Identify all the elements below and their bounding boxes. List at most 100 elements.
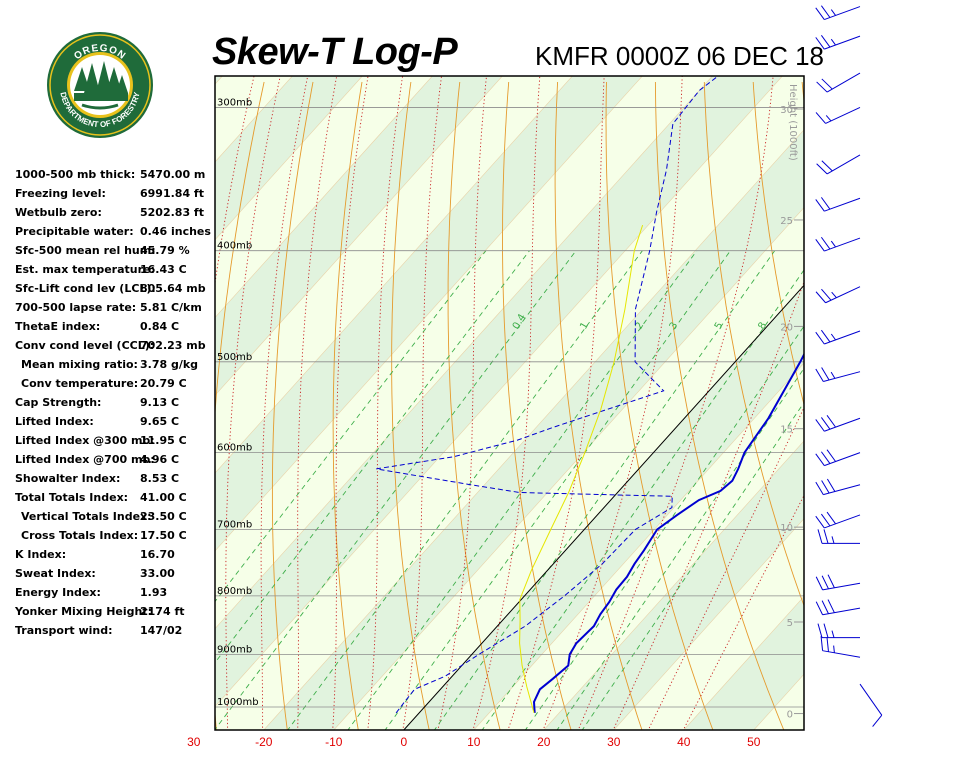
- index-value: 20.79 C: [140, 377, 187, 390]
- index-value: 3.78 g/kg: [140, 358, 199, 371]
- index-label: K Index:: [15, 548, 67, 561]
- index-value: 16.43 C: [140, 263, 187, 276]
- dry-adiabat: [502, 81, 572, 730]
- wind-barb-staff: [825, 286, 861, 304]
- wind-barb-half-feather: [833, 645, 835, 653]
- pressure-label: 400mb: [217, 241, 252, 252]
- wind-barb-half-feather: [831, 630, 835, 638]
- index-label: Precipitable water:: [15, 225, 134, 238]
- wind-barb-staff: [823, 371, 861, 382]
- wind-barb-staff: [824, 237, 861, 252]
- dry-adiabat: [801, 81, 804, 106]
- index-label: Yonker Mixing Height:: [15, 605, 152, 618]
- index-label: Est. max temperature:: [15, 263, 155, 276]
- index-label: Conv cond level (CCL):: [15, 339, 155, 352]
- index-value: 17.50 C: [140, 529, 187, 542]
- dry-adiabat: [703, 81, 804, 607]
- index-value: 9.13 C: [140, 396, 180, 409]
- freezing-isotherm: [403, 284, 804, 730]
- wind-barb-feather: [821, 288, 832, 301]
- index-value: 5470.00 m: [140, 168, 206, 181]
- temperature-tick-label: 0: [400, 735, 407, 749]
- wind-barb-feather: [826, 511, 836, 525]
- index-label: 700-500 lapse rate:: [15, 301, 137, 314]
- wind-barb-feather: [815, 419, 825, 432]
- isotherm-line: [683, 595, 804, 730]
- wind-barb-feather: [815, 331, 825, 345]
- isotherm-line: [0, 76, 12, 730]
- dry-adiabat: [215, 81, 216, 85]
- index-label: ThetaE index:: [15, 320, 101, 333]
- wind-barb-feather: [821, 480, 830, 494]
- mixing-ratio-label: 1: [578, 320, 591, 331]
- index-value: 45.79 %: [140, 244, 190, 257]
- wind-barb-half-feather: [830, 9, 836, 16]
- index-label: Sweat Index:: [15, 567, 96, 580]
- wind-barb-staff: [824, 330, 861, 345]
- wind-barb-feather: [815, 515, 825, 529]
- index-value: 33.00: [140, 567, 175, 580]
- wind-barb-feather: [815, 576, 824, 591]
- isotherm-line: [473, 362, 804, 730]
- isotherm-line: [263, 129, 804, 730]
- wind-barb-feather: [815, 453, 825, 466]
- mixing-ratio-line: [215, 250, 530, 664]
- wind-barb-feather: [815, 291, 826, 304]
- mixing-ratio-label: 3: [668, 320, 681, 331]
- wind-barb-half-feather: [830, 333, 836, 341]
- index-value: 147/02: [140, 624, 183, 637]
- wind-barb-feather: [820, 236, 831, 250]
- parcel-profile: [519, 224, 644, 714]
- dry-adiabat: [605, 81, 714, 730]
- isotherm-line: [215, 76, 363, 241]
- isotherm-line: [215, 76, 223, 85]
- wind-barb-half-feather: [831, 536, 835, 544]
- wind-barb-feather: [815, 37, 825, 50]
- moist-adiabat: [297, 76, 338, 730]
- wind-barb-feather: [821, 367, 830, 381]
- wind-barb-feather: [815, 238, 825, 252]
- height-tick-label: 25: [780, 216, 793, 227]
- dry-adiabat: [447, 81, 501, 730]
- index-label: 1000-500 mb thick:: [15, 168, 136, 181]
- wind-barb-staff: [822, 650, 861, 658]
- wind-barb-feather: [821, 78, 833, 90]
- wind-barb-staff: [826, 72, 861, 93]
- index-label: Conv temperature:: [21, 377, 139, 390]
- wind-barb-staff: [826, 154, 861, 175]
- index-label: Wetbulb zero:: [15, 206, 102, 219]
- wind-barb-staff: [823, 484, 861, 496]
- wind-barb-half-feather: [830, 371, 836, 379]
- isotherm-band: [215, 76, 223, 85]
- isotherm-line: [0, 76, 82, 730]
- wind-barb-half-feather: [830, 240, 836, 248]
- mixing-ratio-line: [581, 401, 804, 730]
- pressure-label: 600mb: [217, 443, 252, 454]
- dry-adiabat: [554, 81, 643, 730]
- wind-barb-staff: [824, 452, 861, 467]
- wind-barb-feather: [815, 199, 825, 212]
- wind-barb-half-feather: [831, 291, 837, 299]
- index-value: 702.23 mb: [140, 339, 206, 352]
- height-tick-label: 0: [787, 710, 793, 721]
- index-value: 16.70: [140, 548, 175, 561]
- wind-barb-feather: [815, 112, 826, 124]
- wind-barb-feather: [820, 417, 831, 430]
- temperature-tick-label: 20: [537, 735, 551, 749]
- index-value: 0.84 C: [140, 320, 180, 333]
- wind-barb-feather: [826, 637, 829, 652]
- wind-barb-staff: [859, 683, 883, 716]
- mixing-ratio-line: [215, 250, 577, 730]
- mixing-ratio-line: [347, 250, 698, 730]
- wind-barb-staff: [824, 197, 861, 212]
- index-value: 1.93: [140, 586, 168, 599]
- wind-barb-feather: [817, 529, 823, 544]
- moist-adiabat: [647, 406, 804, 730]
- plot-area: 0.4 1 2 3 5 8: [0, 76, 804, 730]
- index-value: 5202.83 ft: [140, 206, 204, 219]
- wind-barb-feather: [826, 449, 836, 462]
- moist-adiabat: [612, 280, 804, 730]
- wind-barb-feather: [815, 601, 824, 615]
- wind-barb-feather: [817, 623, 823, 638]
